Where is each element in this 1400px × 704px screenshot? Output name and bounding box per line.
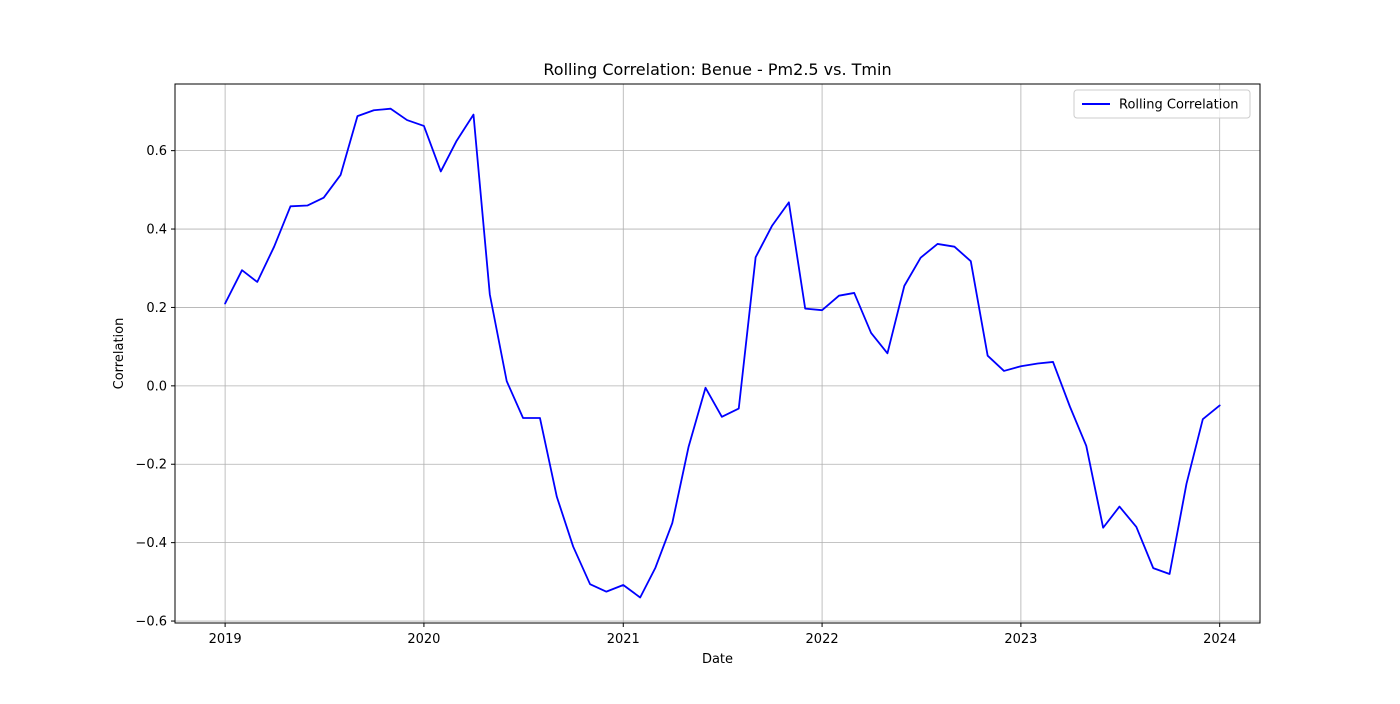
y-tick-label: 0.4 xyxy=(146,223,167,238)
x-tick-label: 2021 xyxy=(607,632,640,647)
x-tick-label: 2024 xyxy=(1203,632,1236,647)
x-tick-label: 2020 xyxy=(407,632,440,647)
axis-ticks: 2019 2020 2021 2022 2023 2024 −0.6 −0.4 −0.2 0.0 0… xyxy=(135,144,1236,647)
plot-area-frame xyxy=(174,83,1261,624)
y-tick-label: −0.4 xyxy=(135,536,167,551)
series-layer xyxy=(224,107,1221,599)
chart-title: Rolling Correlation: Benue - Pm2.5 vs. T… xyxy=(543,60,891,79)
x-tick-label: 2023 xyxy=(1004,632,1037,647)
y-tick-label: −0.6 xyxy=(135,615,167,630)
x-tick-label: 2019 xyxy=(209,632,242,647)
y-axis-label: Correlation xyxy=(112,318,127,390)
y-tick-label: −0.2 xyxy=(135,458,167,473)
legend-box xyxy=(1073,89,1251,119)
y-tick-label: 0.0 xyxy=(146,379,167,394)
series-line-rolling-correlation xyxy=(224,107,1221,599)
grid xyxy=(175,84,1260,623)
x-tick-label: 2022 xyxy=(806,632,839,647)
legend-label-rolling-correlation: Rolling Correlation xyxy=(1119,98,1239,113)
y-tick-label: 0.6 xyxy=(146,144,167,159)
legend: Rolling Correlation xyxy=(1073,89,1251,119)
y-tick-label: 0.2 xyxy=(146,301,167,316)
x-axis-label: Date xyxy=(702,652,733,667)
